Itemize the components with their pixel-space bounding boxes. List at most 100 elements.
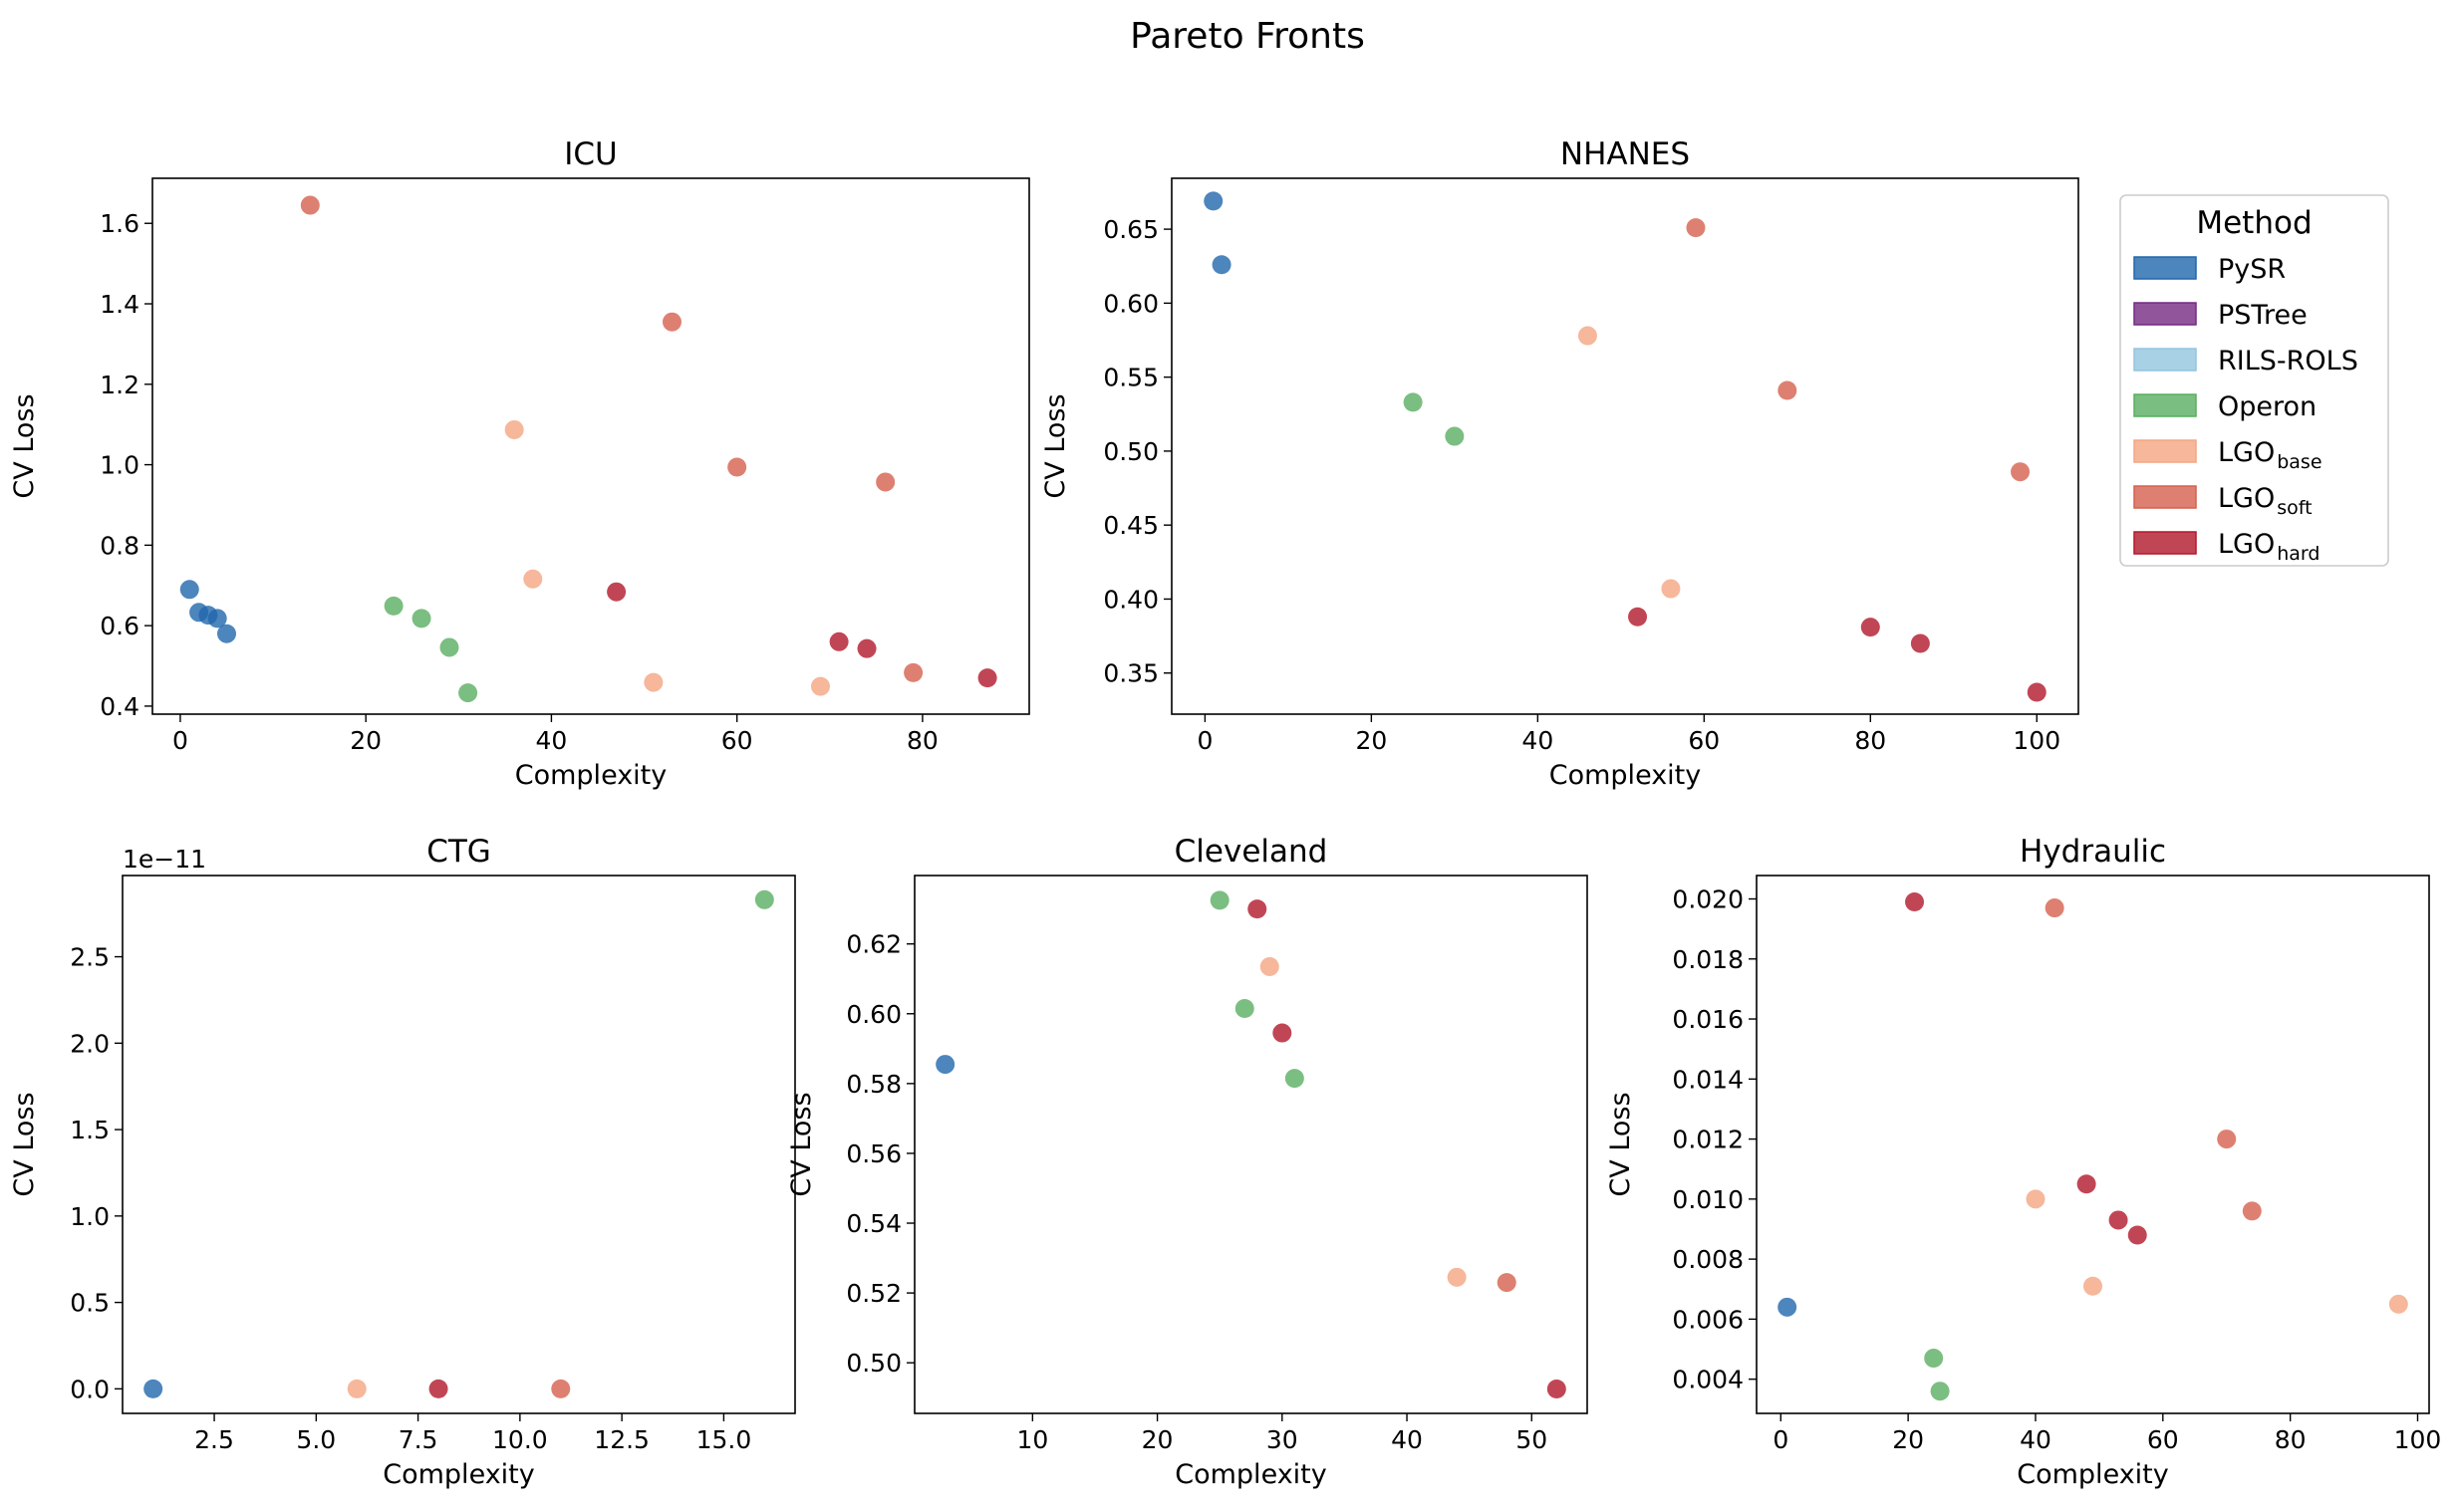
x-tick-label: 0 (172, 726, 188, 755)
y-tick-label: 0.52 (846, 1279, 902, 1308)
point-lgo-base (347, 1379, 367, 1398)
point-lgo-hard (2076, 1174, 2096, 1194)
legend-swatch-operon (2133, 393, 2197, 417)
point-pysr (936, 1055, 956, 1075)
panel-ctg: CTG 2.5 5.0 7.5 10.0 12.5 15.0 0.0 0.5 1.0 1.5 2.0 2… (9, 834, 796, 1490)
point-pysr (207, 609, 227, 629)
point-lgo-base (2083, 1276, 2102, 1296)
x-tick-label: 100 (2394, 1425, 2442, 1454)
point-lgo-hard (857, 638, 877, 658)
x-tick-label: 40 (1391, 1425, 1423, 1454)
point-operon (411, 609, 431, 629)
y-tick-label: 1.5 (70, 1116, 110, 1144)
legend-label-lgo-soft: LGO soft (2218, 483, 2313, 519)
y-axis-label: CV Loss (786, 1092, 817, 1196)
x-tick-label: 0 (1773, 1425, 1788, 1454)
legend-swatch-pysr (2133, 256, 2197, 280)
x-tick-label: 30 (1266, 1425, 1298, 1454)
legend-swatch-pstree (2133, 302, 2197, 326)
point-operon (1924, 1349, 1944, 1369)
x-tick-label: 60 (2147, 1425, 2179, 1454)
point-lgo-hard (1910, 633, 1930, 653)
point-lgo-hard (1272, 1023, 1292, 1043)
y-tick-label: 0.45 (1103, 511, 1159, 540)
y-tick-label: 0.50 (846, 1349, 902, 1378)
point-lgo-soft (1777, 380, 1797, 400)
point-lgo-soft (2217, 1130, 2237, 1149)
y-tick-label: 0.018 (1672, 945, 1744, 974)
x-tick-label: 40 (536, 726, 568, 755)
y-tick-label: 2.5 (70, 943, 110, 972)
y-tick-label: 0.54 (846, 1209, 902, 1238)
y-tick-label: 0.56 (846, 1139, 902, 1168)
panels: ICU 0 20 40 60 80 0.4 0.6 0.8 1.0 1.2 1.4 1.6 Complex… (9, 136, 2441, 1490)
point-lgo-hard (1905, 892, 1925, 912)
x-axis-label: Complexity (383, 1459, 535, 1490)
point-operon (1930, 1382, 1950, 1401)
y-tick-label: 0.65 (1103, 215, 1159, 244)
x-tick-label: 80 (2275, 1425, 2307, 1454)
point-operon (1284, 1069, 1304, 1089)
y-tick-label: 1.4 (100, 290, 139, 319)
point-lgo-hard (977, 668, 997, 688)
x-tick-label: 50 (1515, 1425, 1547, 1454)
point-operon (384, 596, 404, 616)
x-tick-label: 20 (1892, 1425, 1924, 1454)
point-lgo-hard (2127, 1225, 2147, 1245)
y-offset-text: 1e−11 (123, 845, 206, 874)
point-lgo-soft (662, 312, 682, 332)
y-tick-label: 0.62 (846, 930, 902, 959)
point-operon (1210, 890, 1229, 910)
y-axis-label: CV Loss (9, 393, 40, 498)
legend-title: Method (2196, 205, 2312, 241)
point-lgo-base (2388, 1294, 2408, 1314)
point-lgo-soft (300, 195, 320, 215)
point-lgo-base (1447, 1267, 1467, 1287)
legend-swatch-rils-rols (2133, 348, 2197, 372)
x-axis-label: Complexity (1549, 760, 1702, 791)
y-tick-label: 1.0 (70, 1202, 110, 1231)
point-lgo-base (523, 569, 543, 589)
legend-label-pstree: PSTree (2218, 300, 2308, 331)
x-tick-label: 80 (907, 726, 939, 755)
x-tick-label: 5.0 (296, 1425, 336, 1454)
point-lgo-base (810, 676, 830, 696)
x-tick-label: 20 (350, 726, 382, 755)
y-tick-label: 0.55 (1103, 364, 1159, 392)
point-lgo-hard (607, 582, 627, 602)
y-tick-label: 0.8 (100, 531, 139, 560)
x-tick-label: 15.0 (696, 1425, 752, 1454)
y-tick-label: 0.006 (1672, 1305, 1744, 1334)
axes-frame (122, 875, 796, 1414)
x-tick-label: 80 (1854, 726, 1886, 755)
y-tick-label: 0.020 (1672, 885, 1744, 914)
x-axis-label: Complexity (515, 760, 668, 791)
point-operon (439, 637, 459, 657)
x-tick-label: 40 (2020, 1425, 2051, 1454)
figure-title: Pareto Fronts (1130, 16, 1365, 57)
legend-swatch-lgo-hard (2133, 531, 2197, 555)
x-axis-label: Complexity (2017, 1459, 2169, 1490)
point-operon (754, 889, 774, 909)
point-pysr (143, 1379, 163, 1398)
axes-frame (1756, 875, 2430, 1414)
x-tick-label: 0 (1197, 726, 1213, 755)
x-tick-label: 100 (2013, 726, 2060, 755)
point-lgo-soft (1686, 218, 1706, 238)
point-lgo-hard (1628, 607, 1648, 627)
panel-title: Hydraulic (2020, 834, 2166, 870)
panel-cleveland: Cleveland 10 20 30 40 50 0.50 0.52 0.54 0.56 0.58 0… (786, 834, 1588, 1490)
point-lgo-base (1577, 326, 1597, 346)
panel-title: NHANES (1560, 136, 1690, 172)
x-axis-label: Complexity (1175, 1459, 1327, 1490)
legend-label-lgo-hard: LGO hard (2218, 529, 2320, 565)
point-pysr (179, 580, 199, 600)
point-operon (1445, 426, 1465, 446)
point-lgo-base (504, 419, 524, 439)
panel-title: ICU (564, 136, 617, 172)
y-tick-label: 0.58 (846, 1070, 902, 1099)
panel-title: Cleveland (1175, 834, 1328, 870)
axes-frame (151, 177, 1030, 715)
point-pysr (1212, 255, 1231, 275)
point-lgo-base (1661, 579, 1681, 599)
